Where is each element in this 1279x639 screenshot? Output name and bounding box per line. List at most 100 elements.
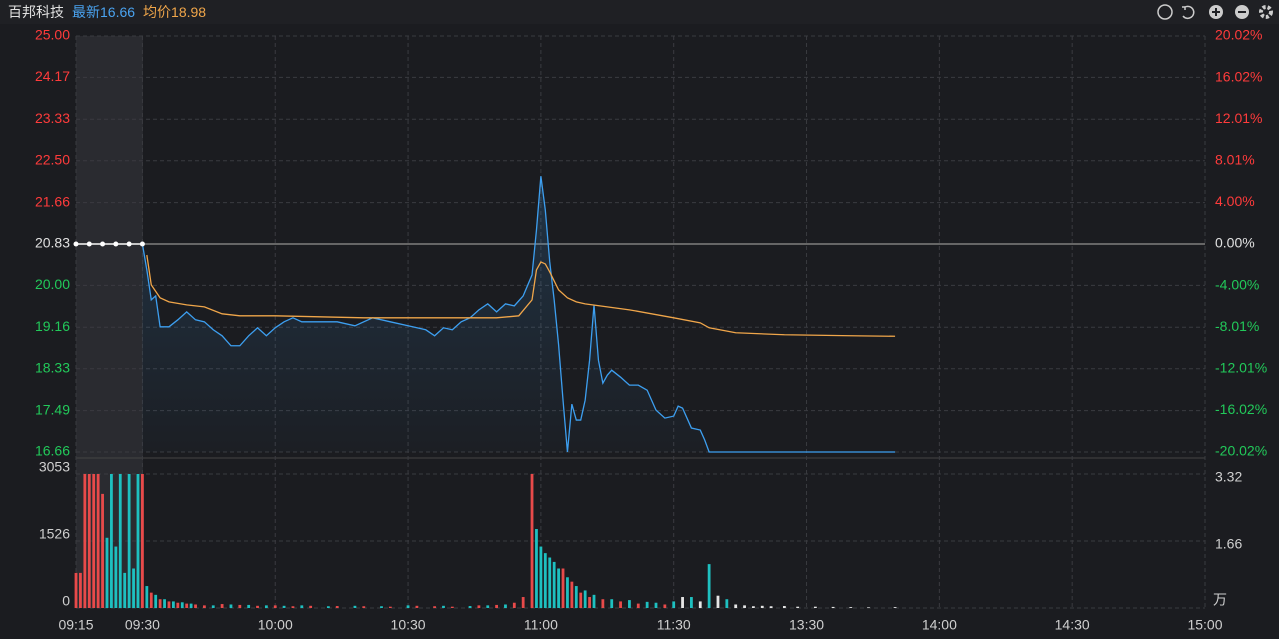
volume-bar bbox=[247, 604, 251, 608]
volume-bar bbox=[867, 607, 870, 608]
vol-tick-label: 3053 bbox=[39, 459, 70, 475]
icon-undo[interactable] bbox=[1182, 5, 1195, 20]
price-area bbox=[142, 176, 896, 452]
y-tick-label: 25.00 bbox=[35, 27, 70, 43]
y2-tick-label: -12.01% bbox=[1215, 359, 1267, 375]
volume-bar bbox=[557, 568, 560, 608]
volume-bar bbox=[450, 606, 454, 608]
volume-bar bbox=[118, 474, 122, 608]
x-tick-label: 11:00 bbox=[524, 617, 558, 633]
x-tick-label: 10:00 bbox=[258, 617, 293, 633]
y-tick-label: 16.66 bbox=[35, 443, 70, 459]
volume-bar bbox=[539, 546, 543, 608]
volume-bar bbox=[579, 592, 583, 608]
volume-bar bbox=[592, 594, 596, 608]
volume-bar bbox=[716, 595, 720, 608]
avg: 均价18.98 bbox=[143, 4, 206, 20]
volume-bar bbox=[813, 606, 817, 608]
stock-name: 百邦科技 bbox=[8, 4, 64, 20]
volume-bar bbox=[583, 590, 587, 608]
volume-bar bbox=[521, 597, 525, 608]
volume-bar bbox=[561, 568, 565, 608]
vol-y2-tick-label: 3.32 bbox=[1215, 469, 1242, 485]
volume-bar bbox=[145, 586, 149, 608]
volume-bar bbox=[831, 606, 835, 608]
volume-bar bbox=[574, 586, 578, 608]
volume-bar bbox=[211, 605, 215, 608]
toolbar bbox=[1157, 4, 1273, 20]
latest: 最新16.66 bbox=[72, 4, 135, 20]
volume-bar bbox=[141, 474, 144, 608]
y-tick-label: 18.33 bbox=[35, 359, 70, 375]
volume-bar bbox=[610, 599, 614, 608]
y2-tick-label: -20.02% bbox=[1215, 443, 1267, 459]
icon-button[interactable] bbox=[1157, 4, 1173, 20]
avg-value: 18.98 bbox=[171, 4, 207, 20]
volume-bar bbox=[495, 604, 499, 608]
x-tick-label: 14:30 bbox=[1055, 617, 1090, 633]
volume-bar bbox=[849, 607, 853, 608]
volume-bar bbox=[79, 572, 82, 608]
volume-bar bbox=[725, 599, 729, 608]
volume-bar bbox=[96, 474, 100, 608]
volume-bar bbox=[681, 597, 684, 608]
volume-bar bbox=[796, 606, 800, 608]
volume-bar bbox=[782, 606, 786, 608]
volume-bar bbox=[158, 599, 162, 608]
volume-bar bbox=[415, 605, 419, 608]
volume-bar bbox=[690, 597, 693, 608]
volume-bar bbox=[136, 474, 140, 608]
volume-bar bbox=[570, 581, 574, 608]
icon-settings[interactable] bbox=[1259, 5, 1273, 19]
volume-bar bbox=[645, 601, 649, 608]
y2-tick-label: 4.00% bbox=[1215, 193, 1255, 209]
point bbox=[139, 241, 145, 247]
latest-value: 16.66 bbox=[100, 4, 136, 20]
volume-bar bbox=[628, 600, 631, 608]
vol-unit: 万 bbox=[1213, 592, 1227, 608]
price-line bbox=[146, 254, 896, 337]
y-tick-label: 21.66 bbox=[35, 193, 70, 209]
volume-bar bbox=[300, 605, 304, 608]
volume-bar bbox=[530, 474, 534, 608]
volume-bar bbox=[543, 553, 547, 608]
volume-bar bbox=[353, 605, 357, 608]
icon-plus bbox=[1212, 8, 1220, 16]
volume-bar bbox=[535, 528, 538, 608]
latest-label: 最新 bbox=[72, 4, 100, 20]
volume-bar bbox=[167, 601, 171, 608]
volume-bar bbox=[172, 601, 175, 608]
y2-tick-label: -4.00% bbox=[1215, 276, 1259, 292]
x-tick-label: 09:15 bbox=[58, 617, 93, 633]
volume-bar bbox=[256, 605, 259, 608]
volume-bar bbox=[309, 605, 313, 608]
x-tick-label: 10:30 bbox=[391, 617, 426, 633]
volume-bar bbox=[229, 604, 233, 608]
x-tick-label: 13:30 bbox=[789, 617, 824, 633]
y2-tick-label: 12.01% bbox=[1215, 110, 1262, 126]
y-tick-label: 19.16 bbox=[35, 318, 70, 334]
volume-bar bbox=[273, 605, 277, 608]
volume-bar bbox=[101, 493, 104, 608]
vol-tick-label: 1526 bbox=[39, 526, 70, 542]
volume-bar bbox=[442, 605, 445, 608]
volume-bar bbox=[380, 606, 383, 608]
x-tick-label: 09:30 bbox=[125, 617, 160, 633]
y-tick-label: 20.00 bbox=[35, 276, 70, 292]
y-tick-label: 20.83 bbox=[35, 235, 70, 251]
volume-bar bbox=[548, 557, 552, 608]
volume-bar bbox=[406, 605, 410, 608]
y2-tick-label: -16.02% bbox=[1215, 401, 1267, 417]
y2-tick-label: 0.00% bbox=[1215, 235, 1255, 251]
volume-bar bbox=[760, 605, 764, 608]
volume-bar bbox=[734, 604, 738, 608]
volume-bar bbox=[752, 606, 755, 608]
volume-bar bbox=[654, 602, 658, 608]
point bbox=[113, 241, 119, 247]
volume-bar bbox=[149, 592, 153, 608]
volume-bar bbox=[127, 474, 131, 608]
y-tick-label: 17.49 bbox=[35, 401, 70, 417]
volume-bar bbox=[512, 602, 516, 608]
y2-tick-label: 8.01% bbox=[1215, 151, 1255, 167]
